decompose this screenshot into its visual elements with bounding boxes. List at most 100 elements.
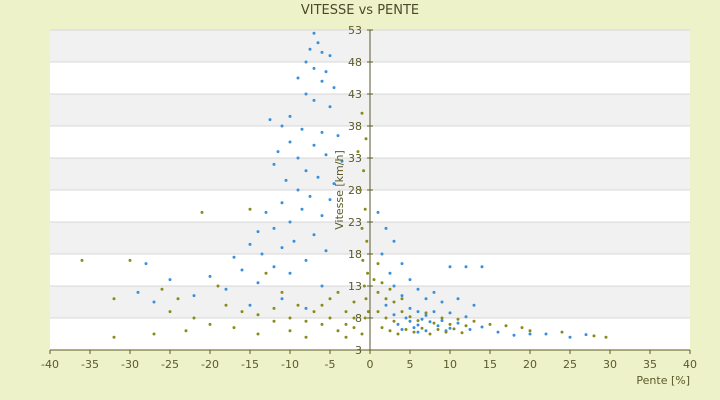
data-point (384, 297, 388, 301)
data-point (256, 230, 260, 234)
data-point (304, 169, 308, 173)
plot-area (50, 29, 690, 351)
chart-title: VITESSE vs PENTE (301, 3, 419, 18)
data-point (416, 310, 420, 314)
data-point (372, 278, 376, 282)
data-point (80, 258, 84, 262)
data-point (432, 290, 436, 294)
data-point (560, 330, 564, 334)
data-point (416, 319, 420, 323)
data-point (192, 294, 196, 298)
y-tick-label: 23 (348, 216, 362, 229)
data-point (304, 258, 308, 262)
data-point (408, 306, 412, 310)
data-point (380, 326, 384, 330)
data-point (472, 319, 476, 323)
data-point (404, 328, 408, 331)
x-tick-label: 5 (407, 358, 414, 371)
data-point (276, 150, 280, 154)
data-point (280, 246, 284, 250)
data-point (396, 332, 400, 336)
data-point (440, 316, 444, 320)
data-point (324, 70, 328, 74)
data-point (358, 188, 362, 192)
data-point (136, 290, 140, 294)
data-point (604, 335, 608, 339)
y-tick-label: 33 (348, 152, 362, 165)
data-point (288, 220, 292, 224)
x-tick-label: -30 (121, 358, 139, 371)
data-point (320, 50, 324, 54)
data-point (366, 271, 370, 275)
data-point (328, 105, 332, 109)
data-point (344, 335, 348, 339)
data-point (332, 86, 336, 90)
data-point (384, 316, 388, 320)
x-tick-label: 15 (483, 358, 497, 371)
data-point (362, 169, 366, 173)
data-point (408, 319, 412, 323)
data-point (112, 335, 116, 339)
data-point (308, 194, 312, 198)
data-point (448, 265, 452, 269)
data-point (280, 201, 284, 205)
data-point (316, 175, 320, 179)
data-point (376, 210, 380, 214)
series-2 (80, 111, 608, 339)
data-point (456, 317, 460, 321)
data-point (320, 322, 324, 326)
data-point (304, 60, 308, 64)
data-point (436, 328, 440, 331)
y-tick-label: 48 (348, 56, 362, 69)
data-point (168, 310, 172, 314)
data-point (388, 271, 392, 275)
data-point (312, 31, 316, 35)
data-point (376, 310, 380, 314)
data-point (312, 66, 316, 70)
data-point (392, 284, 396, 288)
data-point (320, 214, 324, 218)
data-point (184, 329, 188, 333)
x-axis-label: Pente [%] (636, 374, 690, 387)
data-point (324, 153, 328, 157)
data-point (464, 265, 468, 269)
data-point (232, 326, 236, 330)
data-point (288, 114, 292, 118)
data-point (416, 323, 420, 327)
data-point (312, 310, 316, 314)
data-point (208, 322, 212, 326)
data-point (520, 326, 524, 330)
x-tick-label: 40 (683, 358, 697, 371)
data-point (300, 127, 304, 131)
data-point (592, 334, 596, 338)
x-tick-label: 25 (563, 358, 577, 371)
data-point (240, 268, 244, 272)
data-point (404, 316, 408, 320)
data-point (392, 239, 396, 243)
data-point (328, 54, 332, 58)
data-point (380, 252, 384, 256)
data-point (280, 297, 284, 301)
data-point (504, 324, 508, 328)
data-point (272, 319, 276, 323)
data-point (144, 262, 148, 266)
x-tick-label: 30 (603, 358, 617, 371)
data-point (328, 297, 332, 301)
data-point (272, 226, 276, 230)
data-point (400, 297, 404, 301)
data-point (420, 326, 424, 330)
data-point (468, 328, 472, 331)
data-point (392, 313, 396, 317)
series-1 (136, 31, 588, 339)
data-point (480, 325, 484, 329)
data-point (362, 284, 366, 288)
data-point (360, 332, 364, 336)
data-point (176, 297, 180, 301)
data-point (496, 330, 500, 334)
data-point (256, 281, 260, 285)
data-point (320, 130, 324, 134)
data-point (152, 332, 156, 336)
data-point (448, 322, 452, 326)
data-point (296, 156, 300, 160)
